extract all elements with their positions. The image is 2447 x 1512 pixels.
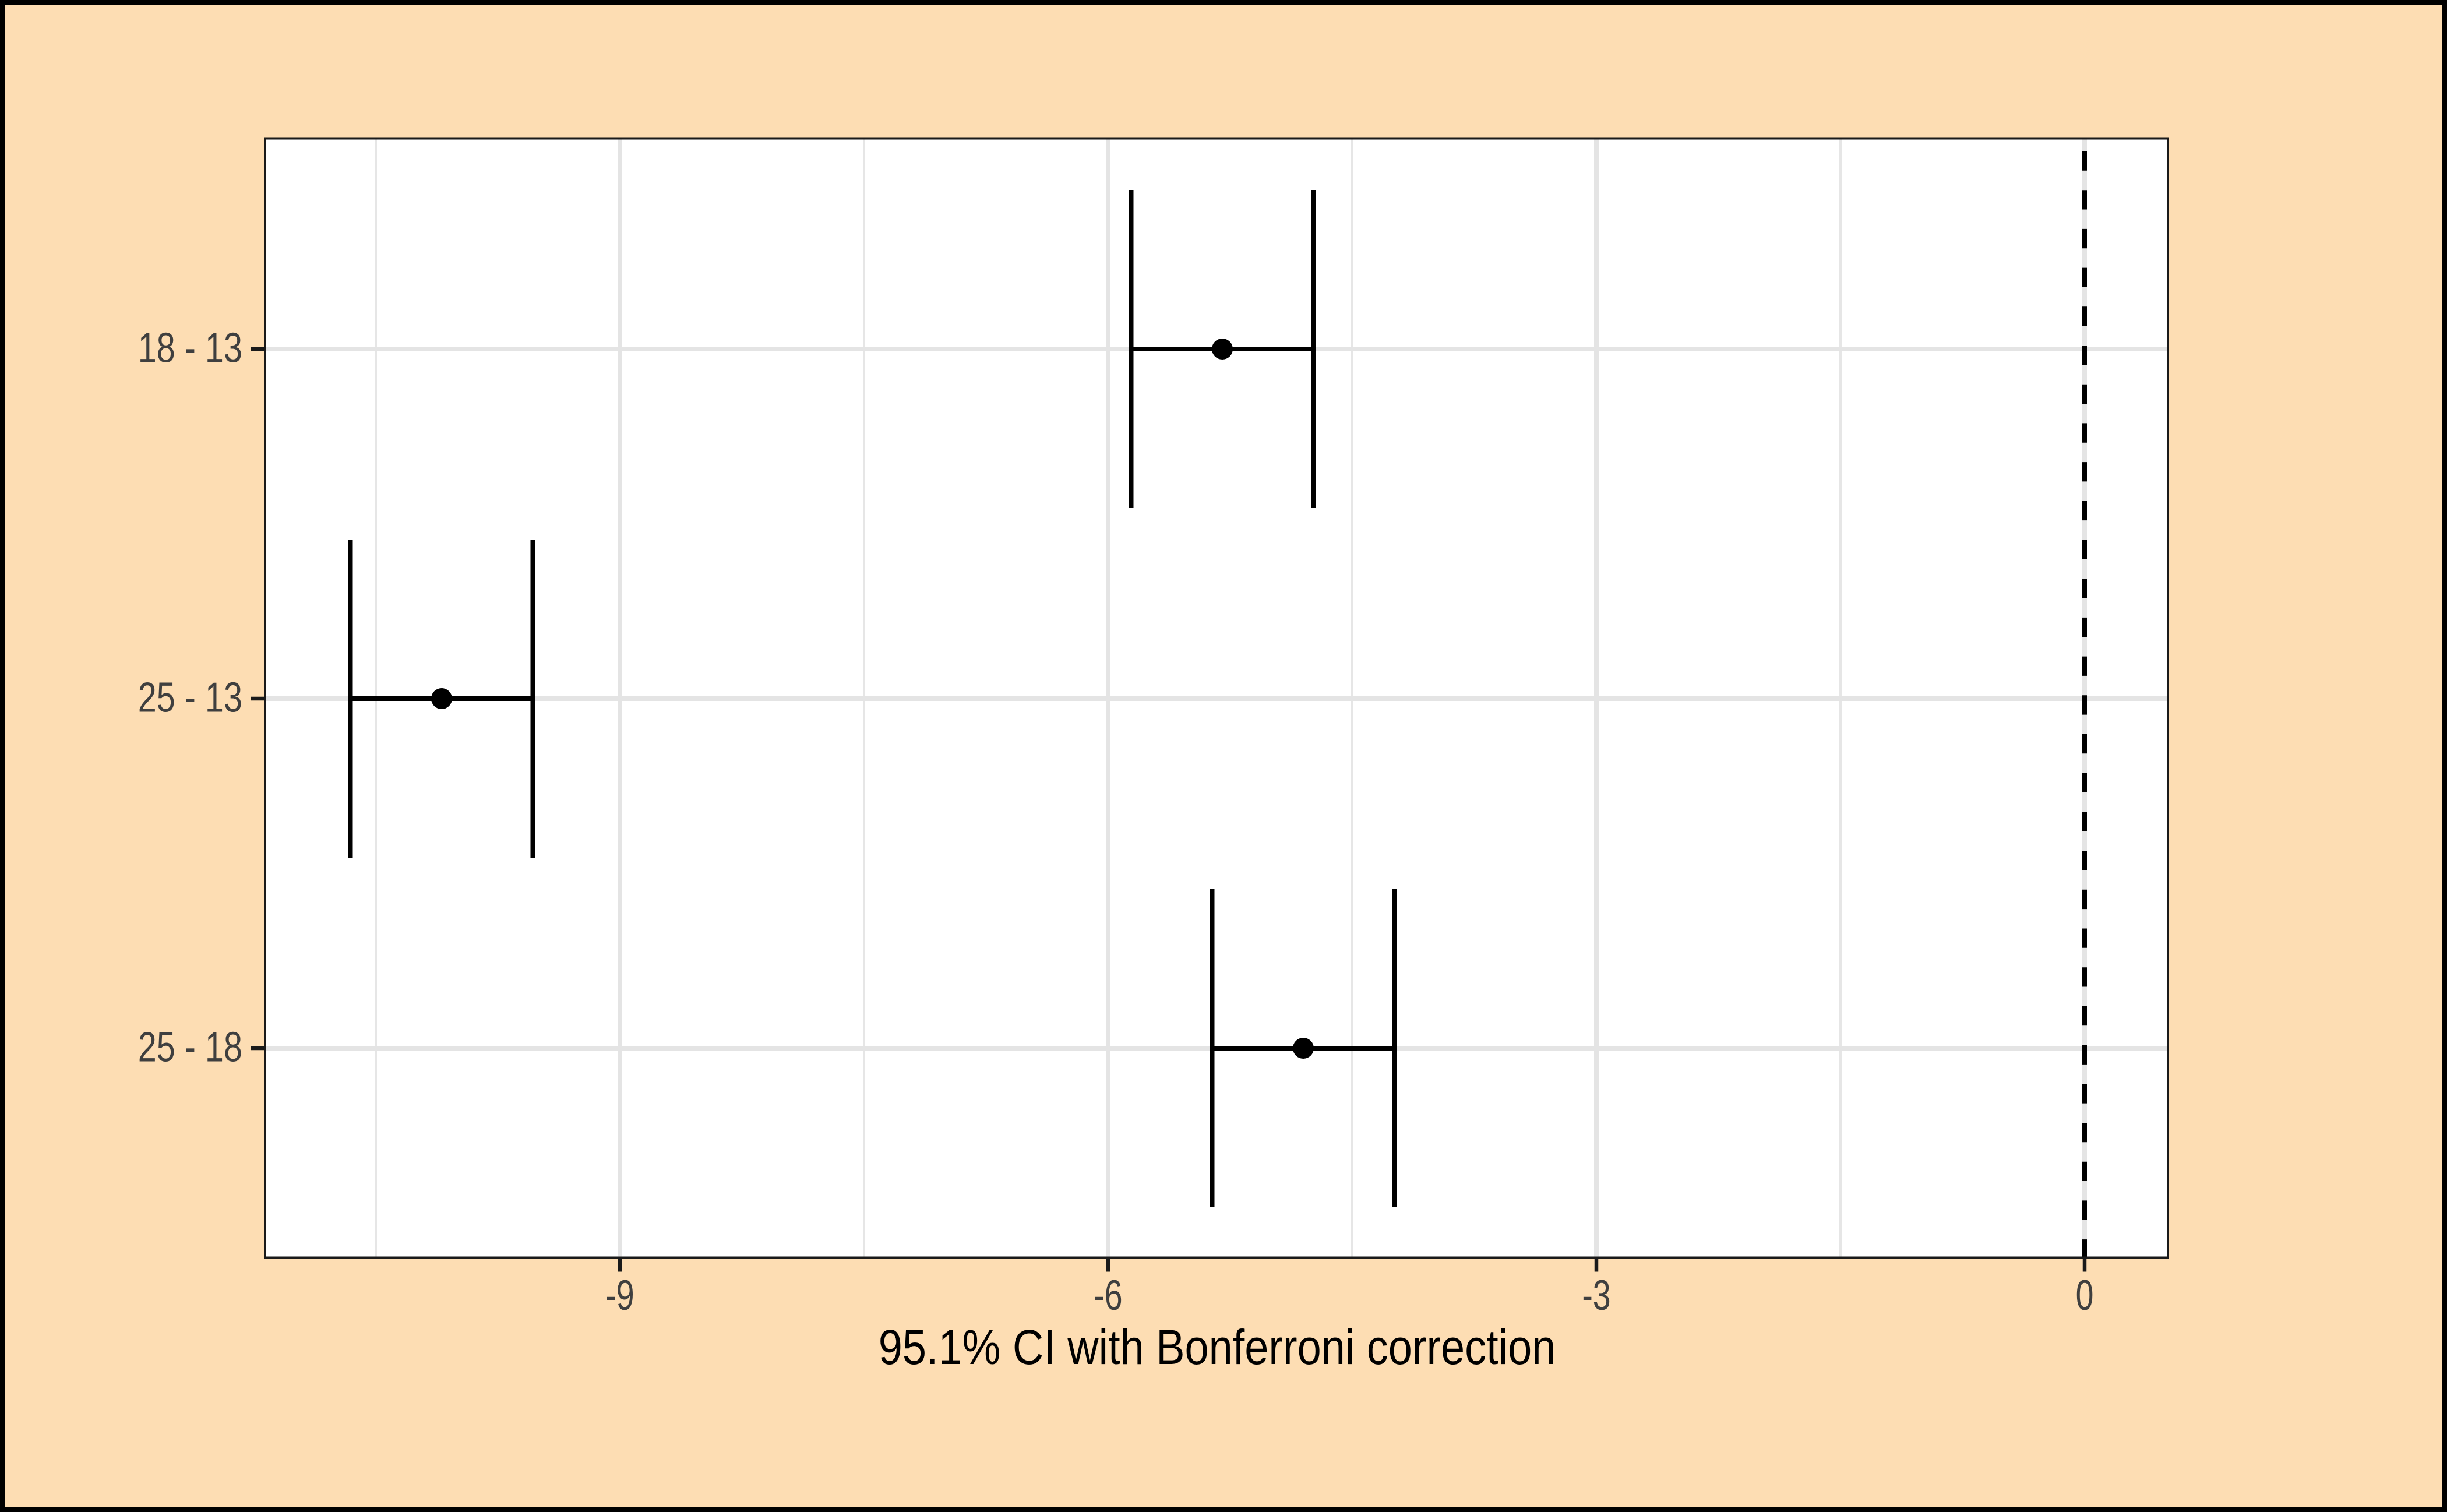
svg-text:0: 0 <box>2076 1271 2094 1319</box>
svg-text:25 - 13: 25 - 13 <box>138 674 242 721</box>
svg-text:-3: -3 <box>1582 1271 1610 1319</box>
svg-text:18 - 13: 18 - 13 <box>138 324 242 371</box>
svg-text:25 - 18: 25 - 18 <box>138 1023 242 1070</box>
svg-text:95.1% CI with Bonferroni corre: 95.1% CI with Bonferroni correction <box>879 1320 1556 1374</box>
svg-text:-6: -6 <box>1094 1271 1122 1319</box>
svg-text:-9: -9 <box>605 1271 634 1319</box>
